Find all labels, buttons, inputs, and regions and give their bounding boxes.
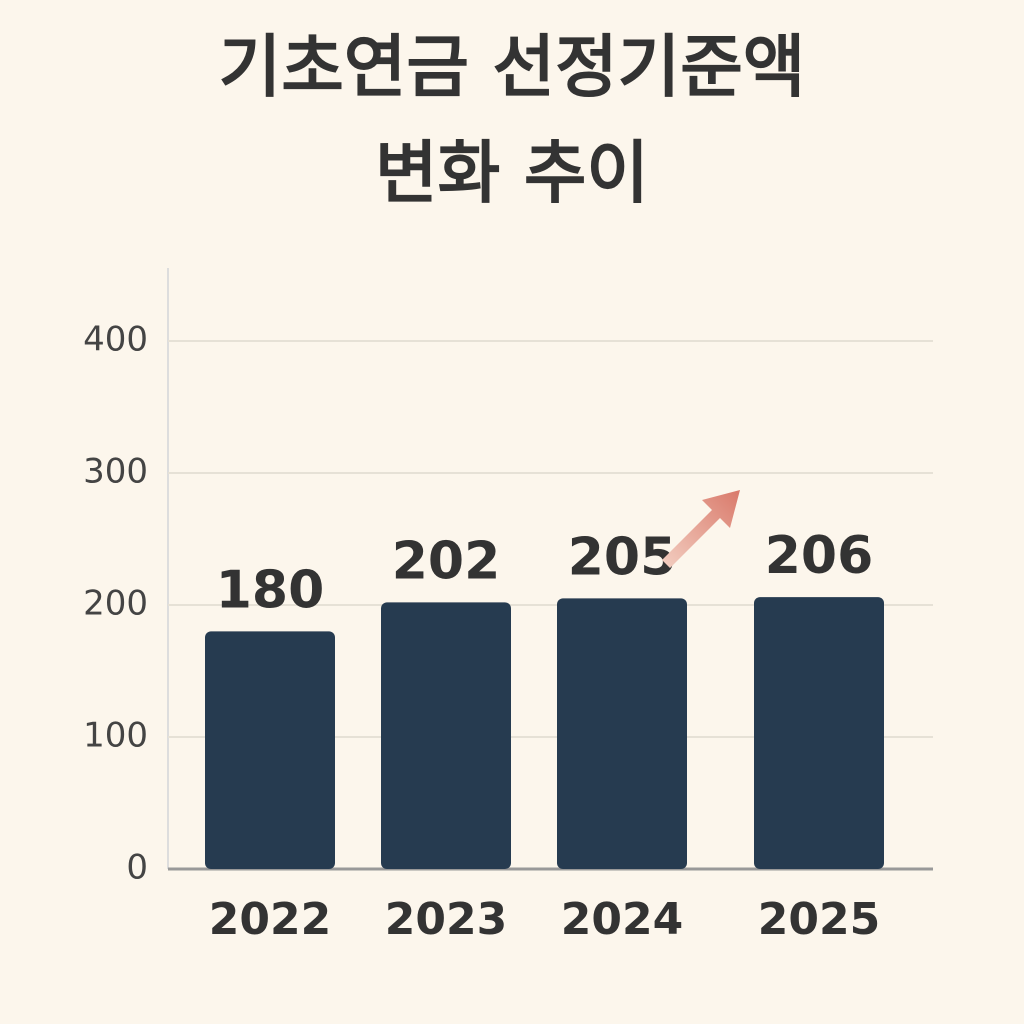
- x-tick-label: 2025: [758, 894, 880, 945]
- bar: [557, 598, 687, 869]
- y-tick-label: 0: [126, 848, 148, 888]
- value-label: 180: [216, 560, 325, 620]
- value-label: 205: [568, 527, 677, 587]
- chart-title: 변화 추이: [375, 135, 649, 214]
- value-label: 206: [765, 526, 874, 586]
- bar: [205, 631, 335, 869]
- bar: [381, 602, 511, 869]
- x-tick-label: 2023: [385, 894, 507, 945]
- y-tick-label: 200: [83, 584, 148, 624]
- chart-title: 기초연금 선정기준액: [219, 29, 806, 108]
- trend-arrow: [662, 490, 740, 568]
- x-tick-label: 2022: [209, 894, 331, 945]
- value-label: 202: [392, 531, 501, 591]
- bar: [754, 597, 884, 869]
- y-tick-label: 300: [83, 452, 148, 492]
- x-tick-label: 2024: [561, 894, 683, 945]
- y-tick-label: 100: [83, 716, 148, 756]
- y-tick-label: 400: [83, 320, 148, 360]
